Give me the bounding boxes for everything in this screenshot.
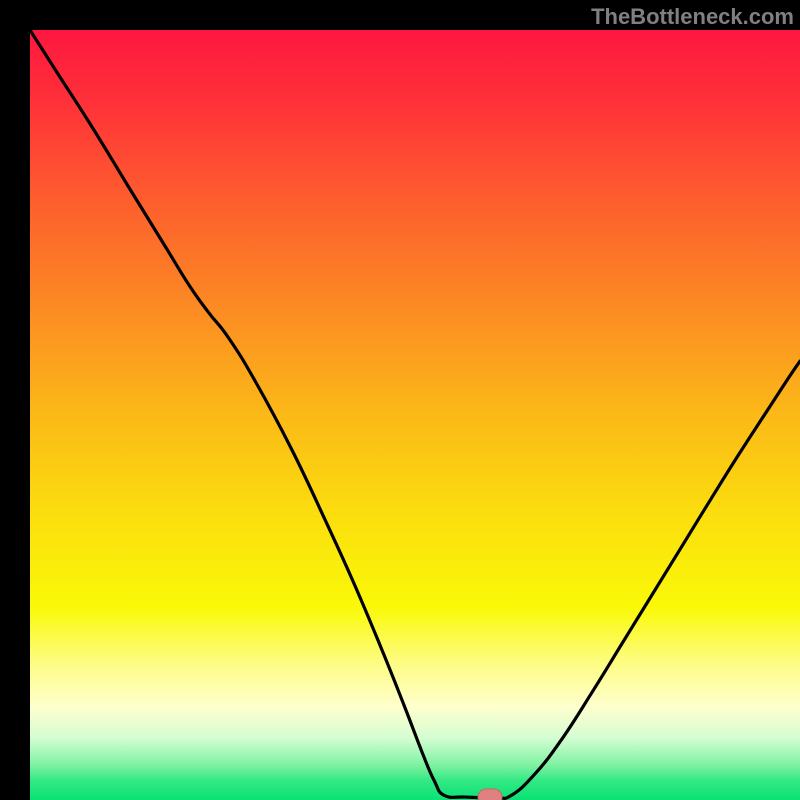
- bottleneck-curve: [30, 30, 800, 800]
- plot-area: [30, 30, 800, 800]
- chart-container: TheBottleneck.com: [0, 0, 800, 800]
- watermark-text: TheBottleneck.com: [591, 4, 794, 30]
- optimum-marker: [476, 787, 504, 800]
